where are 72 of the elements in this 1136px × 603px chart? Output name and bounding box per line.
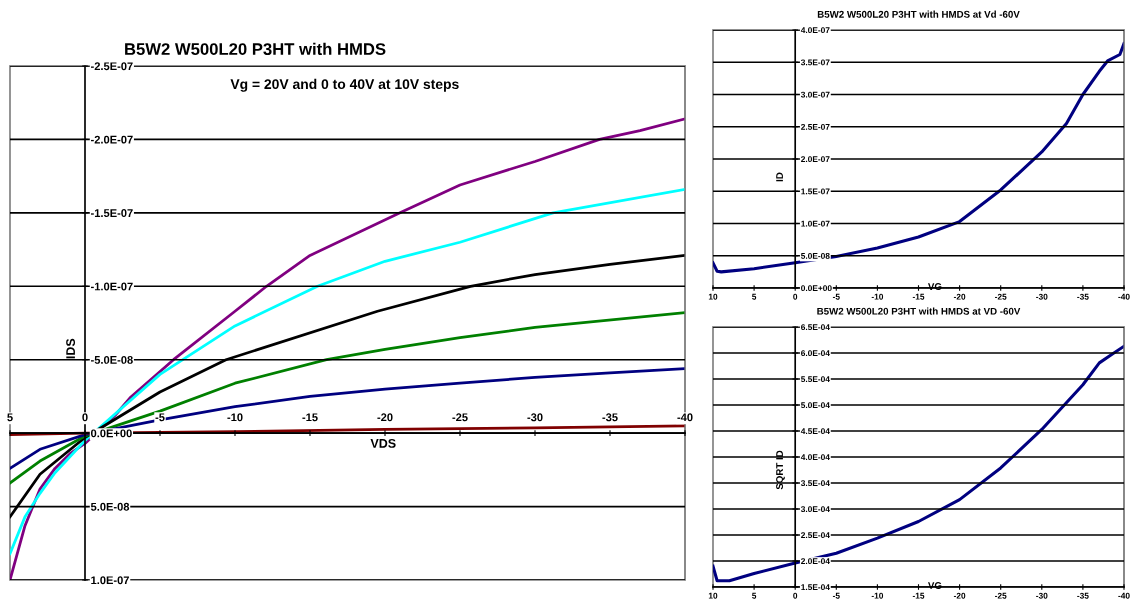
text: Vg = 20V and 0 to 40V at 10V steps [230, 78, 459, 92]
x-tick-label: -5 [832, 293, 840, 300]
y-tick-label: 4.0E-07 [800, 27, 830, 34]
y-tick-label: 2.0E-07 [801, 156, 830, 163]
chart-title: B5W2 W500L20 P3HT with HMDS [125, 42, 386, 56]
x-tick-label: -35 [602, 413, 618, 422]
x-tick-label: -15 [302, 413, 318, 422]
x-tick-label: 0 [82, 413, 88, 422]
x-tick-label: -35 [1077, 293, 1089, 300]
x-axis-title: VG [927, 283, 942, 290]
x-tick-label: -5 [155, 413, 165, 422]
x-tick-label: -5 [832, 592, 840, 599]
y-axis-title: ID [776, 172, 783, 182]
x-tick-label: 10 [708, 293, 718, 300]
x-tick-label: -25 [995, 592, 1007, 599]
x-tick-label: -20 [377, 413, 393, 422]
x-tick-label: 5 [7, 413, 13, 422]
y-axis-title: IDS [66, 338, 76, 359]
y-tick-label: 5.0E-08 [801, 252, 830, 259]
x-axis-title: VG [927, 582, 942, 589]
line-series [713, 42, 1124, 274]
x-tick-label: -10 [227, 413, 243, 422]
y-axis-title: SQRT ID [776, 450, 785, 490]
y-tick-label: -1.0E-07 [90, 282, 133, 291]
y-tick-label: 0.0E+00 [801, 285, 832, 292]
y-tick-label: 4.5E-04 [800, 428, 830, 435]
y-tick-label: 2.5E-07 [801, 123, 830, 130]
x-tick-label: -35 [1077, 592, 1089, 599]
y-tick-label: -5.0E-08 [90, 355, 133, 364]
y-tick-label: 3.0E-07 [800, 91, 830, 98]
x-tick-label: 0 [793, 293, 798, 300]
x-tick-label: -15 [912, 592, 925, 599]
y-tick-label: 5.0E-08 [90, 502, 130, 511]
y-tick-label: 3.5E-04 [800, 480, 830, 487]
x-tick-label: -40 [1118, 592, 1130, 599]
x-tick-label: -40 [677, 413, 693, 422]
y-tick-label: 1.0E-07 [801, 220, 830, 227]
y-tick-label: 4.0E-04 [800, 454, 830, 461]
y-tick-label: 6.0E-04 [801, 350, 830, 357]
x-tick-label: 0 [793, 592, 798, 599]
x-tick-label: -10 [871, 592, 884, 599]
x-tick-label: -40 [1118, 293, 1130, 300]
x-tick-label: -25 [995, 293, 1007, 300]
y-tick-label: -2.5E-07 [90, 62, 133, 71]
x-tick-label: -25 [452, 413, 468, 422]
x-tick-label: -10 [871, 293, 884, 300]
x-tick-label: -30 [527, 413, 543, 422]
y-tick-label: 3.0E-04 [800, 506, 830, 513]
y-tick-label: 1.5E-04 [801, 584, 830, 591]
x-tick-label: -15 [912, 293, 925, 300]
x-axis-title: VDS [370, 438, 396, 448]
y-tick-label: 1.0E-07 [91, 576, 129, 585]
x-tick-label: -20 [953, 592, 966, 599]
y-tick-label: 2.0E-04 [801, 558, 830, 565]
y-tick-label: 2.5E-04 [801, 532, 830, 539]
x-tick-label: -30 [1036, 592, 1048, 599]
x-tick-label: 5 [752, 592, 757, 599]
y-tick-label: 6.5E-04 [801, 324, 830, 331]
chart-title: B5W2 W500L20 P3HT with HMDS at VD -60V [817, 307, 1021, 315]
x-tick-label: -20 [953, 293, 966, 300]
y-tick-label: 0.0E+00 [90, 429, 132, 438]
y-tick-label: 5.5E-04 [801, 376, 830, 383]
chart-title: B5W2 W500L20 P3HT with HMDS at Vd -60V [817, 10, 1020, 18]
x-tick-label: 5 [752, 293, 757, 300]
line-series [713, 344, 1124, 583]
x-tick-label: 10 [708, 592, 718, 599]
x-tick-label: -30 [1036, 293, 1048, 300]
y-tick-label: 1.5E-07 [801, 188, 830, 195]
y-tick-label: -2.0E-07 [90, 135, 133, 144]
y-tick-label: -1.5E-07 [90, 209, 133, 217]
y-tick-label: 5.0E-04 [801, 402, 830, 409]
y-tick-label: 3.5E-07 [800, 59, 830, 66]
